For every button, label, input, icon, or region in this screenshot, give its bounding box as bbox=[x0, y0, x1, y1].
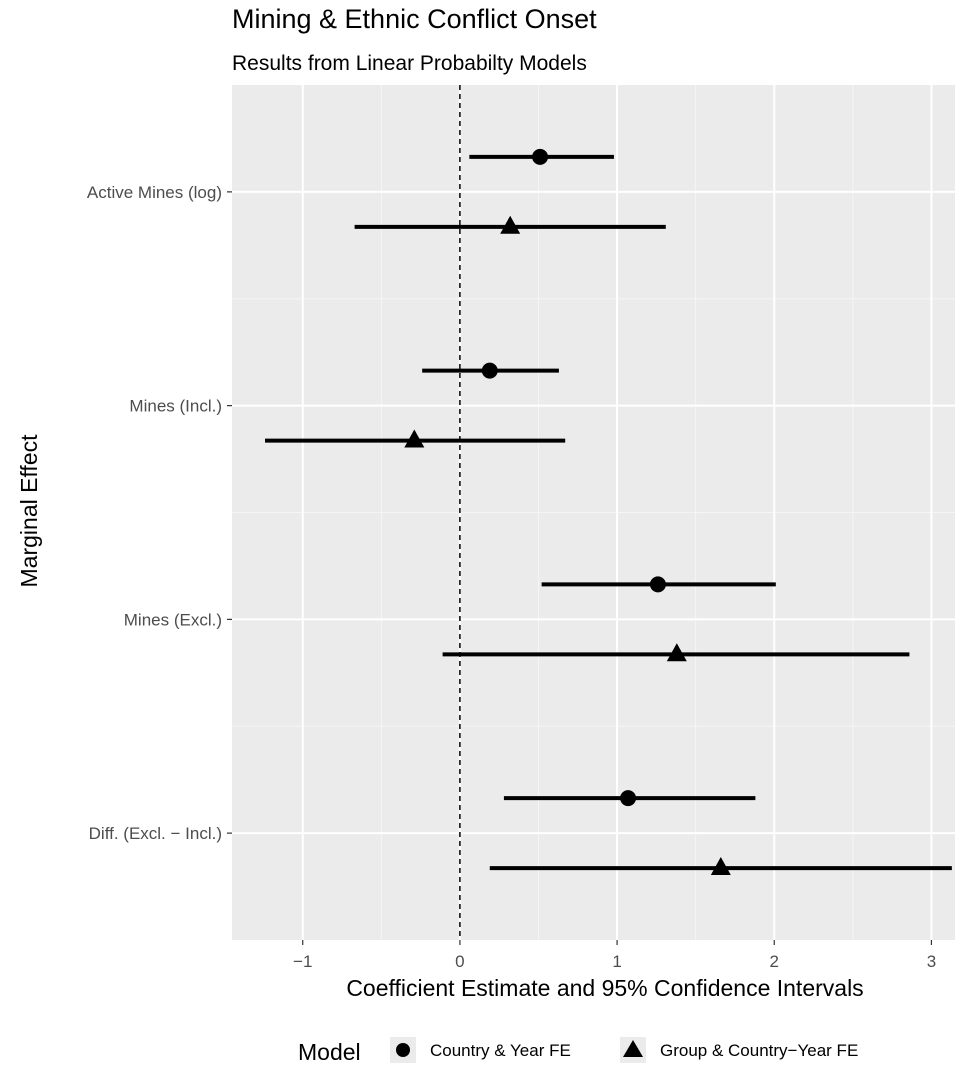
plot-panel bbox=[232, 85, 955, 940]
y-axis: Active Mines (log) Mines (Incl.) Mines (Ex… bbox=[87, 183, 232, 843]
x-tick-label: 0 bbox=[455, 952, 464, 971]
y-tick-label: Mines (Excl.) bbox=[124, 610, 222, 629]
chart-subtitle: Results from Linear Probabilty Models bbox=[232, 52, 587, 75]
point-estimate-triangle bbox=[404, 429, 425, 448]
legend: Model Country & Year FE Group & Country−… bbox=[298, 1037, 858, 1065]
legend-label-group-country-year-fe: Group & Country−Year FE bbox=[660, 1041, 858, 1060]
y-tick-label: Mines (Incl.) bbox=[129, 397, 222, 416]
y-axis-title: Marginal Effect bbox=[16, 434, 42, 588]
point-estimate-circle bbox=[620, 790, 637, 807]
point-estimate-circle bbox=[532, 148, 549, 165]
point-estimate-triangle bbox=[500, 215, 521, 234]
x-axis: −1 0 1 2 3 bbox=[293, 940, 936, 971]
point-estimate-circle bbox=[649, 576, 666, 593]
point-estimate-triangle bbox=[710, 856, 731, 875]
x-tick-label: 1 bbox=[612, 952, 621, 971]
legend-label-country-year-fe: Country & Year FE bbox=[430, 1041, 571, 1060]
point-estimate-triangle bbox=[666, 643, 687, 662]
x-axis-title: Coefficient Estimate and 95% Confidence … bbox=[346, 975, 863, 1001]
x-tick-label: 2 bbox=[770, 952, 779, 971]
legend-title: Model bbox=[298, 1039, 361, 1065]
point-estimate-circle bbox=[481, 362, 498, 379]
x-tick-label: 3 bbox=[927, 952, 936, 971]
legend-circle-icon bbox=[396, 1043, 410, 1057]
legend-triangle-icon bbox=[623, 1040, 643, 1057]
y-tick-label: Diff. (Excl. − Incl.) bbox=[89, 824, 222, 843]
y-tick-label: Active Mines (log) bbox=[87, 183, 222, 202]
x-tick-label: −1 bbox=[293, 952, 312, 971]
data-marks bbox=[265, 148, 952, 875]
chart-title: Mining & Ethnic Conflict Onset bbox=[232, 4, 597, 34]
